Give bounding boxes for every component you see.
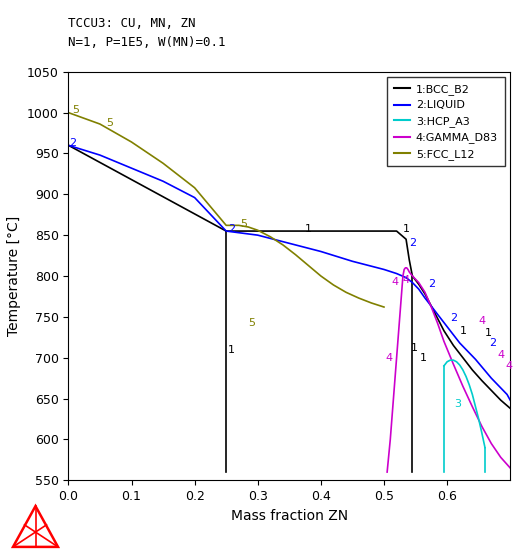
Text: 1: 1 bbox=[402, 224, 410, 233]
Text: 1: 1 bbox=[411, 343, 418, 353]
Y-axis label: Temperature [°C]: Temperature [°C] bbox=[7, 216, 21, 336]
Text: 2: 2 bbox=[409, 238, 416, 248]
Text: 1: 1 bbox=[459, 326, 467, 336]
Text: 2: 2 bbox=[69, 138, 76, 148]
Legend: 1:BCC_B2, 2:LIQUID, 3:HCP_A3, 4:GAMMA_D83, 5:FCC_L12: 1:BCC_B2, 2:LIQUID, 3:HCP_A3, 4:GAMMA_D8… bbox=[387, 77, 504, 167]
Text: 1: 1 bbox=[305, 225, 312, 235]
Text: 4: 4 bbox=[497, 351, 504, 360]
Text: 4: 4 bbox=[386, 353, 392, 363]
Text: 4: 4 bbox=[402, 275, 410, 285]
Text: 3: 3 bbox=[454, 399, 461, 409]
Text: 2: 2 bbox=[228, 224, 235, 233]
Text: 5: 5 bbox=[73, 105, 79, 115]
Text: N=1, P=1E5, W(MN)=0.1: N=1, P=1E5, W(MN)=0.1 bbox=[68, 36, 226, 49]
Text: 4: 4 bbox=[478, 316, 485, 326]
Text: TCCU3: CU, MN, ZN: TCCU3: CU, MN, ZN bbox=[68, 17, 196, 30]
Text: 4: 4 bbox=[505, 361, 512, 371]
X-axis label: Mass fraction ZN: Mass fraction ZN bbox=[231, 508, 348, 523]
Text: 2: 2 bbox=[428, 279, 435, 289]
Text: 2: 2 bbox=[450, 314, 457, 323]
Text: 4: 4 bbox=[392, 277, 399, 286]
Text: 1: 1 bbox=[228, 344, 235, 354]
Text: 1: 1 bbox=[420, 353, 427, 363]
Text: 1: 1 bbox=[484, 328, 492, 338]
Text: 5: 5 bbox=[240, 219, 247, 229]
Text: 5: 5 bbox=[248, 319, 255, 328]
Text: 5: 5 bbox=[106, 118, 113, 128]
Text: 2: 2 bbox=[489, 338, 496, 348]
